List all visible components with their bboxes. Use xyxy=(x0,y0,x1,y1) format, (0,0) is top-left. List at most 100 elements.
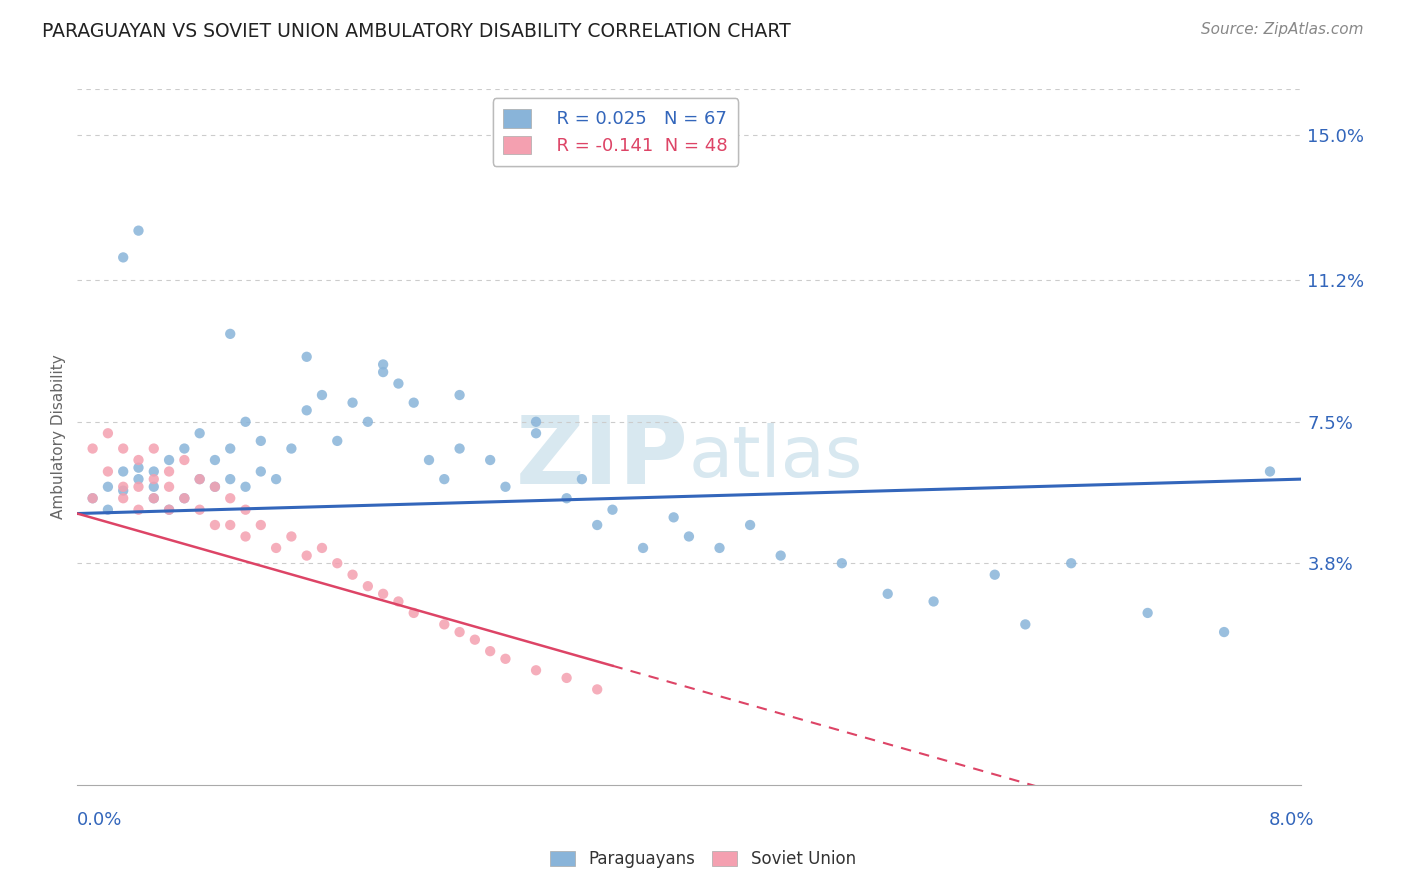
Point xyxy=(250,465,273,479)
Point xyxy=(295,350,318,364)
Point xyxy=(264,472,287,486)
Point xyxy=(357,415,380,429)
Point xyxy=(188,426,211,441)
Point xyxy=(82,491,104,506)
Point xyxy=(250,434,273,448)
Y-axis label: Ambulatory Disability: Ambulatory Disability xyxy=(51,355,66,519)
Point xyxy=(128,224,150,238)
Point xyxy=(173,453,195,467)
Point xyxy=(157,480,180,494)
Point xyxy=(188,472,211,486)
Point xyxy=(128,453,150,467)
Point xyxy=(464,632,486,647)
Point xyxy=(142,442,165,456)
Point xyxy=(479,453,502,467)
Point xyxy=(188,472,211,486)
Point xyxy=(219,472,242,486)
Point xyxy=(555,491,578,506)
Point xyxy=(311,541,333,555)
Point xyxy=(433,617,456,632)
Point xyxy=(311,388,333,402)
Point xyxy=(602,502,624,516)
Point xyxy=(1258,465,1281,479)
Point xyxy=(495,480,517,494)
Point xyxy=(280,529,302,543)
Text: 8.0%: 8.0% xyxy=(1270,811,1315,829)
Point xyxy=(264,541,287,555)
Point xyxy=(1136,606,1159,620)
Point xyxy=(157,453,180,467)
Point xyxy=(495,652,517,666)
Point xyxy=(402,395,425,409)
Point xyxy=(326,556,349,570)
Point xyxy=(342,567,364,582)
Point xyxy=(235,415,257,429)
Point xyxy=(219,518,242,533)
Point xyxy=(1060,556,1083,570)
Point xyxy=(402,606,425,620)
Point xyxy=(342,395,364,409)
Point xyxy=(142,472,165,486)
Point xyxy=(524,663,547,677)
Point xyxy=(97,426,120,441)
Text: Source: ZipAtlas.com: Source: ZipAtlas.com xyxy=(1201,22,1364,37)
Point xyxy=(142,491,165,506)
Point xyxy=(1014,617,1036,632)
Point xyxy=(876,587,898,601)
Point xyxy=(709,541,731,555)
Point xyxy=(112,442,135,456)
Point xyxy=(219,491,242,506)
Point xyxy=(769,549,792,563)
Point xyxy=(371,587,394,601)
Point xyxy=(418,453,440,467)
Point xyxy=(142,491,165,506)
Legend: Paraguayans, Soviet Union: Paraguayans, Soviet Union xyxy=(544,844,862,875)
Point xyxy=(173,491,195,506)
Point xyxy=(112,465,135,479)
Point xyxy=(97,465,120,479)
Point xyxy=(250,518,273,533)
Point xyxy=(204,480,226,494)
Point xyxy=(449,442,471,456)
Text: 0.0%: 0.0% xyxy=(77,811,122,829)
Point xyxy=(157,502,180,516)
Point xyxy=(128,472,150,486)
Point xyxy=(433,472,456,486)
Point xyxy=(128,480,150,494)
Point xyxy=(142,465,165,479)
Point xyxy=(678,529,700,543)
Point xyxy=(357,579,380,593)
Point xyxy=(204,453,226,467)
Point xyxy=(82,491,104,506)
Point xyxy=(740,518,762,533)
Point xyxy=(204,480,226,494)
Point xyxy=(173,442,195,456)
Point xyxy=(235,502,257,516)
Point xyxy=(188,502,211,516)
Point xyxy=(97,480,120,494)
Point xyxy=(387,594,409,608)
Point xyxy=(128,460,150,475)
Point xyxy=(586,682,609,697)
Text: ZIP: ZIP xyxy=(516,412,689,504)
Point xyxy=(112,251,135,265)
Text: PARAGUAYAN VS SOVIET UNION AMBULATORY DISABILITY CORRELATION CHART: PARAGUAYAN VS SOVIET UNION AMBULATORY DI… xyxy=(42,22,792,41)
Point xyxy=(219,326,242,341)
Point xyxy=(586,518,609,533)
Point xyxy=(157,502,180,516)
Point xyxy=(142,480,165,494)
Point xyxy=(449,388,471,402)
Point xyxy=(157,465,180,479)
Point xyxy=(112,491,135,506)
Point xyxy=(128,502,150,516)
Point xyxy=(235,480,257,494)
Point xyxy=(371,365,394,379)
Point xyxy=(524,415,547,429)
Point xyxy=(112,483,135,498)
Legend:   R = 0.025   N = 67,   R = -0.141  N = 48: R = 0.025 N = 67, R = -0.141 N = 48 xyxy=(492,98,738,166)
Point xyxy=(387,376,409,391)
Point xyxy=(1213,625,1236,640)
Text: atlas: atlas xyxy=(689,424,863,492)
Point xyxy=(219,442,242,456)
Point xyxy=(97,502,120,516)
